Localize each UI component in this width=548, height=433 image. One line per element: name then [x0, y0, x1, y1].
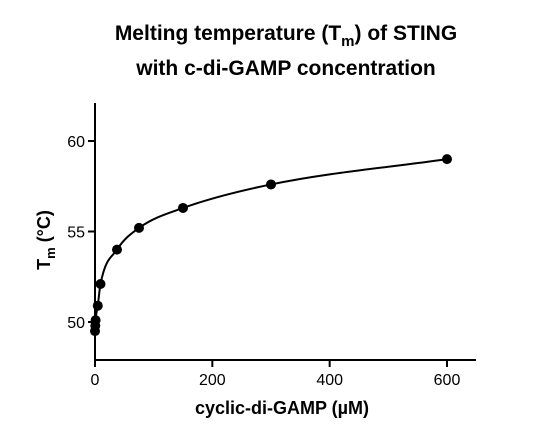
y-tick-label: 50 [67, 315, 85, 332]
data-point [266, 179, 276, 190]
x-tick-label: 400 [316, 372, 343, 389]
y-ticks: 50 55 60 [67, 134, 95, 332]
x-tick-label: 0 [91, 372, 100, 389]
chart-title-line1: Melting temperature (Tm) of STING [115, 22, 457, 50]
data-point [92, 300, 103, 311]
data-point [178, 202, 188, 213]
x-axis-title: cyclic-di-GAMP (µM) [195, 398, 369, 418]
x-ticks: 0 200 400 600 [91, 360, 461, 389]
x-tick-label: 200 [199, 372, 226, 389]
y-axis-title: Tm (°C) [34, 210, 58, 270]
chart-title-line2: with c-di-GAMP concentration [135, 57, 435, 80]
y-tick-label: 55 [67, 225, 85, 242]
data-point [134, 222, 144, 233]
data-point [95, 278, 106, 289]
data-points [90, 154, 452, 337]
x-tick-label: 600 [434, 372, 461, 389]
data-point [442, 154, 452, 165]
data-point [112, 244, 122, 255]
data-point [90, 315, 101, 326]
y-tick-label: 60 [67, 134, 85, 151]
